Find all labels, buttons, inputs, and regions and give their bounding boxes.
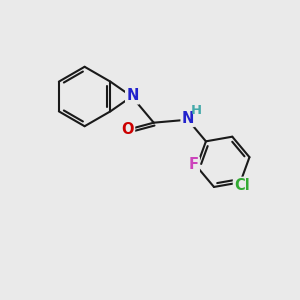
Text: O: O <box>122 122 134 137</box>
Text: H: H <box>191 104 202 117</box>
Text: F: F <box>189 158 199 172</box>
Text: N: N <box>126 88 139 104</box>
Text: N: N <box>182 111 194 126</box>
Text: Cl: Cl <box>234 178 250 193</box>
